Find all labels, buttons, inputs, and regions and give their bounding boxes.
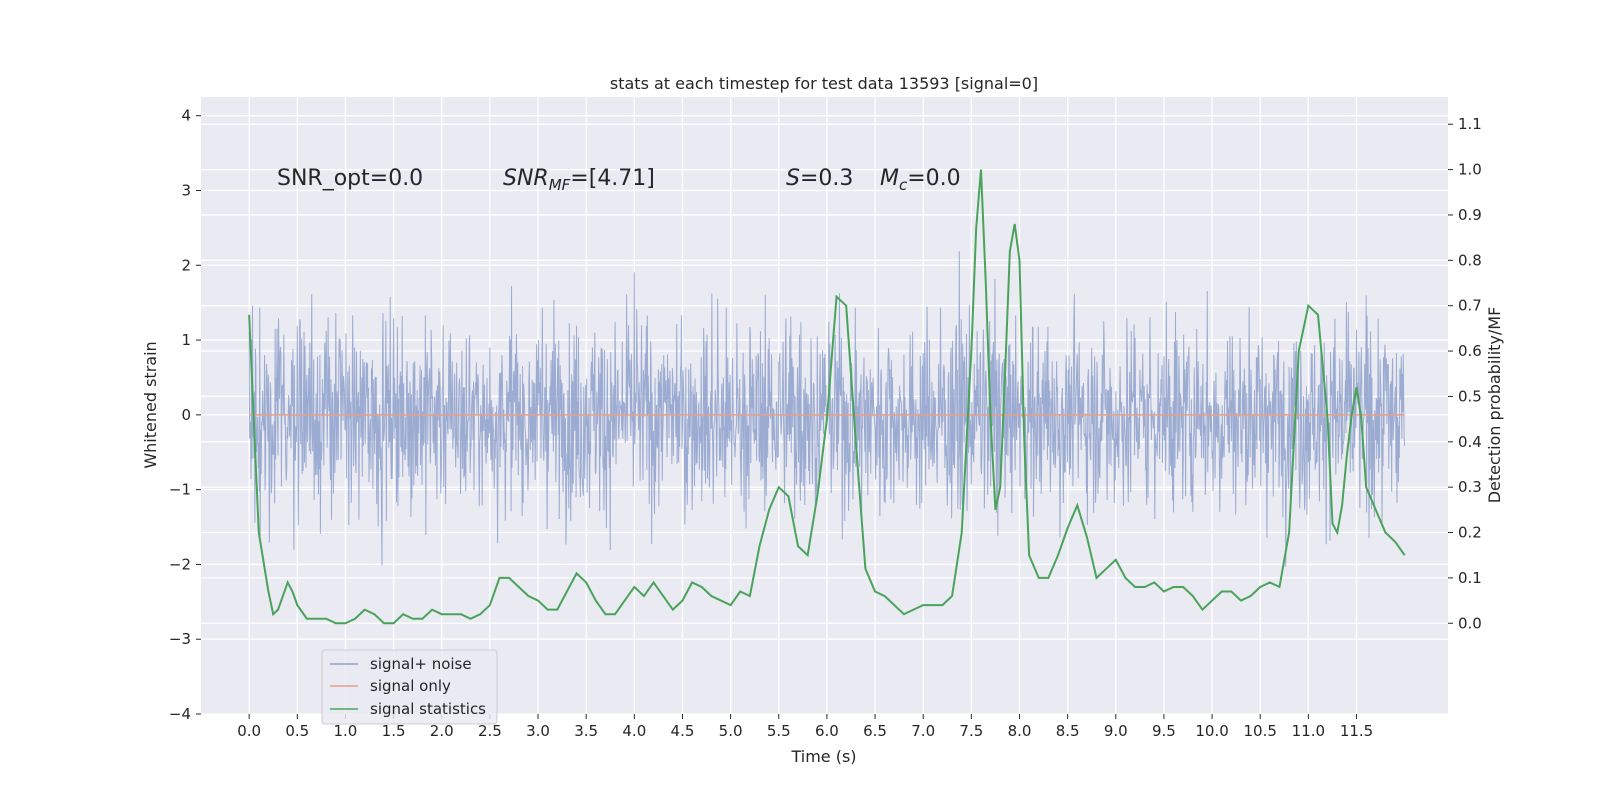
annotation-mc-sub: c: [899, 176, 908, 194]
annotation-snr-mf-value: =[4.71]: [570, 166, 655, 191]
annotation-s-var: S: [786, 166, 800, 191]
annotation-snr-mf: SNRMF=[4.71]: [503, 166, 655, 194]
annotation-mc-var: M: [880, 166, 899, 191]
x-tick-label: 5.5: [767, 722, 791, 740]
x-tick-label: 4.5: [671, 722, 695, 740]
signal-statistics-series: [248, 169, 1406, 625]
y-tick-label: 3: [181, 181, 191, 199]
x-tick-label: 9.5: [1152, 722, 1176, 740]
y-tick-label: −2: [169, 555, 191, 573]
x-tick-label: 6.0: [815, 722, 839, 740]
x-tick-label: 7.0: [911, 722, 935, 740]
x-tick-label: 3.5: [574, 722, 598, 740]
y2-tick-label: 0.1: [1458, 569, 1482, 587]
annotation-snr-mf-var: SNR: [503, 166, 549, 191]
y-tick-label: −3: [169, 630, 191, 648]
x-tick-label: 0.0: [237, 722, 261, 740]
legend-label-signal-only: signal only: [370, 677, 451, 695]
y2-tick-label: 0.4: [1458, 433, 1482, 451]
y2-tick-label: 0.9: [1458, 206, 1482, 224]
x-tick-label: 8.0: [1008, 722, 1032, 740]
legend-box: [321, 649, 498, 725]
y-tick-label: 1: [181, 331, 191, 349]
annotation-snr-mf-sub: MF: [549, 176, 571, 194]
annotation-s-value: =0.3: [800, 166, 853, 191]
x-tick-label: 10.0: [1195, 722, 1228, 740]
x-axis-label: Time (s): [790, 747, 856, 766]
y-tick-label: −4: [169, 705, 191, 723]
y2-tick-label: 0.6: [1458, 342, 1482, 360]
x-tick-label: 2.5: [478, 722, 502, 740]
x-axis-ticks: 0.0 0.5 1.0 1.5 2.0 2.5 3.0 3.5 4.0 4.5 5.0 5.5 6.0 6…: [237, 714, 1373, 740]
x-tick-label: 5.0: [719, 722, 743, 740]
y2-tick-label: 0.7: [1458, 297, 1482, 315]
annotation-mc-value: =0.0: [907, 166, 960, 191]
y-tick-label: 0: [181, 406, 191, 424]
legend: signal+ noise signal only signal statist…: [321, 649, 498, 725]
y2-tick-label: 0.2: [1458, 524, 1482, 542]
x-tick-label: 3.0: [526, 722, 550, 740]
annotation-s: S=0.3: [786, 166, 853, 191]
x-tick-label: 4.0: [622, 722, 646, 740]
y2-tick-label: 0.0: [1458, 614, 1482, 632]
x-tick-label: 7.5: [959, 722, 983, 740]
x-tick-label: 10.5: [1244, 722, 1277, 740]
x-tick-label: 1.5: [382, 722, 406, 740]
y2-tick-label: 0.5: [1458, 387, 1482, 405]
x-tick-label: 2.0: [430, 722, 454, 740]
x-tick-label: 0.5: [285, 722, 309, 740]
y-axis-ticks: 4 3 2 1 0 −1 −2 −3 −4: [169, 107, 201, 723]
y-tick-label: 2: [181, 256, 191, 274]
annotation-snr-opt: SNR_opt=0.0: [277, 166, 423, 191]
chart-title: stats at each timestep for test data 135…: [610, 74, 1038, 93]
x-tick-label: 1.0: [334, 722, 358, 740]
y2-tick-label: 1.0: [1458, 161, 1482, 179]
x-tick-label: 6.5: [863, 722, 887, 740]
annotation-mc: Mc=0.0: [880, 166, 961, 194]
y-axis-label: Whitened strain: [141, 341, 160, 468]
signal-statistics-line: [248, 169, 1406, 625]
y-tick-label: 4: [181, 107, 191, 125]
x-tick-label: 8.5: [1056, 722, 1080, 740]
y2-tick-label: 1.1: [1458, 115, 1482, 133]
y2-axis-label: Detection probability/MF: [1485, 307, 1504, 504]
x-tick-label: 9.0: [1104, 722, 1128, 740]
legend-label-signal-noise: signal+ noise: [370, 655, 472, 673]
y-tick-label: −1: [169, 481, 191, 499]
x-tick-label: 11.5: [1340, 722, 1373, 740]
y2-tick-label: 0.8: [1458, 251, 1482, 269]
x-tick-label: 11.0: [1292, 722, 1325, 740]
legend-label-signal-statistics: signal statistics: [370, 700, 486, 718]
y2-axis-ticks: 1.1 1.0 0.9 0.8 0.7 0.6 0.5 0.4 0.3 0.2 0.1 0.0: [1448, 115, 1482, 632]
y2-tick-label: 0.3: [1458, 478, 1482, 496]
